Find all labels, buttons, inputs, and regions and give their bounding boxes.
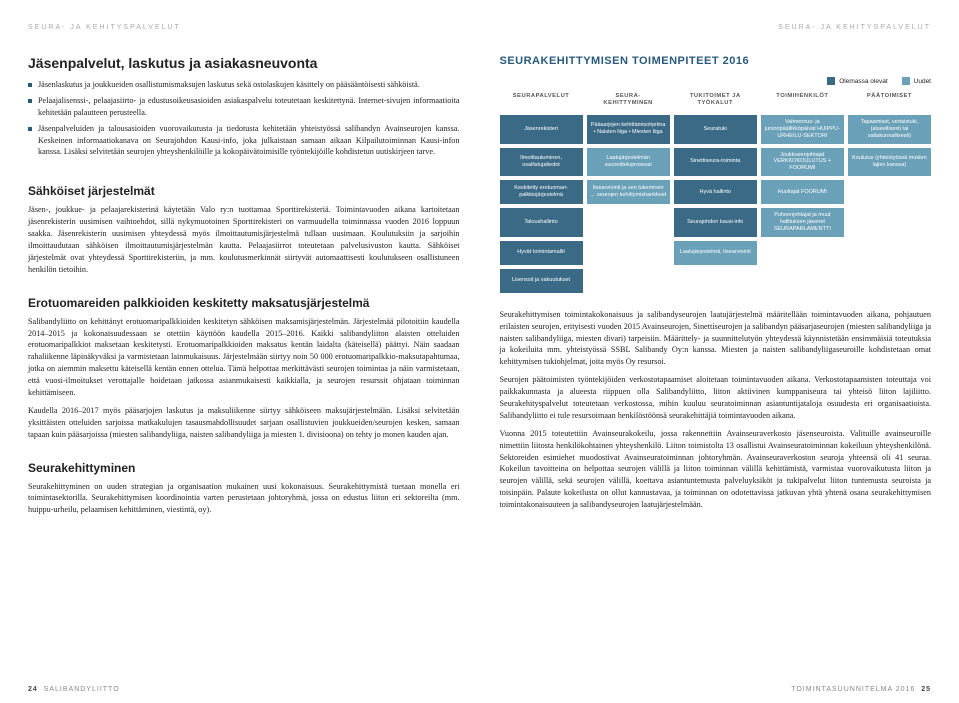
diagram-cell: Laatujärjestelmä, itsearviointi bbox=[674, 241, 757, 265]
pagenum-left: 24 bbox=[28, 686, 38, 693]
diagram: SEURAKEHITTYMISEN TOIMENPITEET 2016 Olem… bbox=[500, 55, 932, 293]
legend-box-existing bbox=[827, 77, 835, 85]
legend: Olemassa olevat Uudet bbox=[500, 77, 932, 85]
diagram-cell: Sinettiseura-toiminta bbox=[674, 148, 757, 177]
p-right-1: Seurakehittymisen toimintakokonaisuus ja… bbox=[500, 309, 932, 368]
diagram-cell: Hyvät toimintamallit bbox=[500, 241, 583, 265]
diagram-cell bbox=[848, 208, 931, 237]
diagram-cell bbox=[848, 180, 931, 204]
diagram-cell: Itsearviointi ja sen tukeminen → seuroje… bbox=[587, 180, 670, 204]
p-right-3: Vuonna 2015 toteutettiin Avainseurakokei… bbox=[500, 428, 932, 511]
bullet: Jäsenpalveluiden ja talousasioiden vuoro… bbox=[28, 123, 460, 159]
page-left: SEURA- JA KEHITYSPALVELUT Jäsenpalvelut,… bbox=[0, 0, 480, 703]
bullet: Pelaajalisenssi-, pelaajasiirto- ja edus… bbox=[28, 95, 460, 119]
diagram-title: SEURAKEHITTYMISEN TOIMENPITEET 2016 bbox=[500, 55, 932, 67]
bullets: Jäsenlaskutus ja joukkueiden osallistumi… bbox=[28, 79, 460, 162]
diagram-cell: Joukkueenjohtajat VERKKOKOULUTUS + FOORU… bbox=[761, 148, 844, 177]
diagram-cell: Huoltajat FOORUMI bbox=[761, 180, 844, 204]
diagram-cell: Lisenssit ja vakuutukset bbox=[500, 269, 583, 293]
legend-existing: Olemassa olevat bbox=[827, 77, 887, 85]
h1-left: Jäsenpalvelut, laskutus ja asiakasneuvon… bbox=[28, 55, 460, 71]
diagram-cell: Laatujärjestelmän suunnitteluprosessi bbox=[587, 148, 670, 177]
footer-right: TOIMINTASUUNNITELMA 2016 25 bbox=[791, 686, 931, 693]
pagenum-right: 25 bbox=[921, 686, 931, 693]
diagram-cell bbox=[587, 269, 670, 293]
column-header: TOIMIHENKILÖT bbox=[761, 91, 844, 111]
h2-erotuomari: Erotuomareiden palkkioiden keskitetty ma… bbox=[28, 296, 460, 310]
header-right: SEURA- JA KEHITYSPALVELUT bbox=[500, 24, 932, 31]
diagram-cell bbox=[587, 241, 670, 265]
diagram-cell bbox=[848, 241, 931, 265]
header-left: SEURA- JA KEHITYSPALVELUT bbox=[28, 24, 460, 31]
p-erotuomari-1: Salibandyliitto on kehittänyt erotuomari… bbox=[28, 316, 460, 399]
diagram-cell: Taloushallinto bbox=[500, 208, 583, 237]
legend-label-new: Uudet bbox=[914, 78, 931, 85]
diagram-cell: Ilmoittautuminen, osallistujatiedot bbox=[500, 148, 583, 177]
diagram-cell: Seurajohdon kausi-info bbox=[674, 208, 757, 237]
legend-label-existing: Olemassa olevat bbox=[839, 78, 887, 85]
diagram-cell bbox=[674, 269, 757, 293]
legend-box-new bbox=[902, 77, 910, 85]
diagram-cell: Koulutus (yhteistyössä muiden lajien kan… bbox=[848, 148, 931, 177]
diagram-cell bbox=[761, 269, 844, 293]
diagram-cell: Jäsenrekisteri bbox=[500, 115, 583, 144]
column-header: TUKITOIMET JA TYÖKALUT bbox=[674, 91, 757, 111]
footer-right-text: TOIMINTASUUNNITELMA 2016 bbox=[791, 686, 915, 693]
h2-seurakehittyminen: Seurakehittyminen bbox=[28, 461, 460, 475]
p-right-2: Seurojen päätoimisten työntekijöiden ver… bbox=[500, 374, 932, 422]
diagram-cell: Valmennus- ja junioripäällikköpäivät HUI… bbox=[761, 115, 844, 144]
diagram-cell: Seuratuki bbox=[674, 115, 757, 144]
bullet: Jäsenlaskutus ja joukkueiden osallistumi… bbox=[28, 79, 460, 91]
diagram-cell: Hyvä hallinto bbox=[674, 180, 757, 204]
diagram-cell: Pääsarjojen kehittämisohjelma • Naisten … bbox=[587, 115, 670, 144]
footer-left: 24 SALIBANDYLIITTO bbox=[28, 686, 120, 693]
diagram-cell: Keskitetty erotuomari-palkkiojärjestelmä bbox=[500, 180, 583, 204]
p-seurakehittyminen: Seurakehittyminen on uuden strategian ja… bbox=[28, 481, 460, 517]
column-header: SEURA- KEHITTYMINEN bbox=[587, 91, 670, 111]
p-erotuomari-2: Kaudella 2016–2017 myös pääsarjojen lask… bbox=[28, 405, 460, 441]
h2-sahkoiset: Sähköiset järjestelmät bbox=[28, 184, 460, 198]
column-header: SEURAPALVELUT bbox=[500, 91, 583, 111]
diagram-cell: Tapaamiset, vertaistuki, (alueellisesti … bbox=[848, 115, 931, 144]
p-sahkoiset: Jäsen-, joukkue- ja pelaajarekisterinä k… bbox=[28, 204, 460, 275]
footer-left-text: SALIBANDYLIITTO bbox=[44, 686, 120, 693]
column-header: PÄÄTOIMISET bbox=[848, 91, 931, 111]
diagram-cell bbox=[761, 241, 844, 265]
page-right: SEURA- JA KEHITYSPALVELUT SEURAKEHITTYMI… bbox=[480, 0, 959, 703]
diagram-cell bbox=[587, 208, 670, 237]
legend-new: Uudet bbox=[902, 77, 931, 85]
diagram-grid: SEURAPALVELUTSEURA- KEHITTYMINENTUKITOIM… bbox=[500, 91, 932, 293]
diagram-cell bbox=[848, 269, 931, 293]
diagram-cell: Puheenjohtajat ja muut hallituksen jäsen… bbox=[761, 208, 844, 237]
